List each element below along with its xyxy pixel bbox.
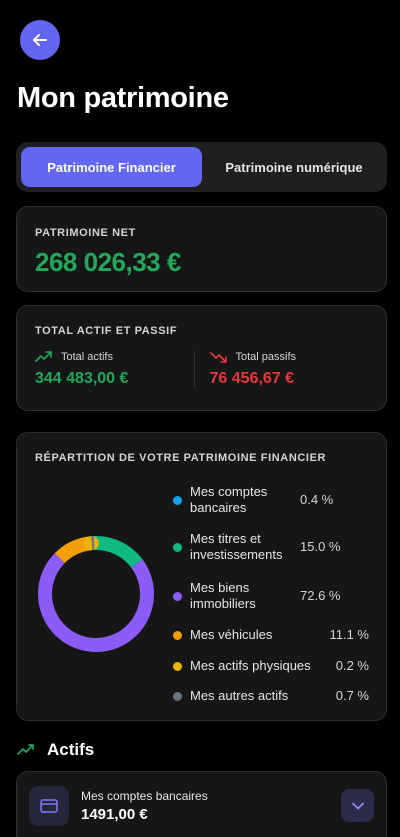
asset-item-value: 1491,00 € xyxy=(81,806,148,823)
asset-item-label: Mes comptes bancaires xyxy=(81,789,208,803)
total-assets-value: 344 483,00 € xyxy=(35,370,129,387)
legend-value: 11.1 % xyxy=(329,627,369,642)
back-button[interactable] xyxy=(20,20,60,60)
trending-up-icon xyxy=(17,744,34,755)
legend-dot xyxy=(173,661,182,671)
net-worth-label: PATRIMOINE NET xyxy=(35,227,136,239)
legend-dot xyxy=(173,495,182,505)
legend-item: Mes biens immobiliers 72.6 % xyxy=(173,580,369,612)
trending-down-icon xyxy=(209,352,227,363)
legend-item: Mes actifs physiques 0.2 % xyxy=(173,658,369,674)
legend-dot xyxy=(173,591,182,601)
assets-section-title: Actifs xyxy=(47,740,95,759)
total-liabilities-label: Total passifs xyxy=(235,351,297,363)
totals-label: TOTAL ACTIF ET PASSIF xyxy=(35,325,178,337)
patrimoine-tabs: Patrimoine Financier Patrimoine numériqu… xyxy=(16,142,387,192)
donut-slice xyxy=(38,553,154,652)
breakdown-label: RÉPARTITION DE VOTRE PATRIMOINE FINANCIE… xyxy=(35,452,327,464)
legend-value: 0.4 % xyxy=(300,492,334,507)
trending-up-icon xyxy=(35,351,52,362)
legend-label: Mes biens immobiliers xyxy=(190,580,256,611)
total-assets: Total actifs 344 483,00 € xyxy=(35,351,194,388)
legend-label: Mes véhicules xyxy=(190,627,273,642)
page-title: Mon patrimoine xyxy=(17,82,229,114)
legend-dot xyxy=(173,542,182,552)
total-assets-label: Total actifs xyxy=(61,351,113,363)
tab-patrimoine-financier[interactable]: Patrimoine Financier xyxy=(21,147,202,187)
legend-item: Mes véhicules 11.1 % xyxy=(173,627,369,643)
expand-button[interactable] xyxy=(341,789,374,822)
net-worth-card: PATRIMOINE NET 268 026,33 € xyxy=(16,206,387,292)
arrow-left-icon xyxy=(33,34,47,46)
breakdown-card: RÉPARTITION DE VOTRE PATRIMOINE FINANCIE… xyxy=(16,432,387,721)
legend-value: 72.6 % xyxy=(300,588,341,603)
legend-value: 15.0 % xyxy=(300,539,341,554)
legend-label: Mes comptes bancaires xyxy=(190,484,268,515)
credit-card-icon xyxy=(29,786,69,826)
total-liabilities-value: 76 456,67 € xyxy=(209,370,295,387)
legend-label: Mes titres et investissements xyxy=(190,531,283,562)
legend-value: 0.2 % xyxy=(335,658,369,673)
donut-slice xyxy=(95,536,143,568)
legend-label: Mes actifs physiques xyxy=(190,658,311,673)
legend-label: Mes autres actifs xyxy=(190,688,289,703)
breakdown-donut-chart xyxy=(38,536,154,652)
legend-dot xyxy=(173,630,182,640)
asset-item-bank-accounts[interactable]: Mes comptes bancaires 1491,00 € xyxy=(16,771,387,837)
tab-patrimoine-numerique[interactable]: Patrimoine numérique xyxy=(225,159,363,175)
totals-card: TOTAL ACTIF ET PASSIF Total actifs 344 4… xyxy=(16,305,387,411)
legend-item: Mes titres et investissements 15.0 % xyxy=(173,531,369,563)
legend-dot xyxy=(173,691,182,701)
net-worth-value: 268 026,33 € xyxy=(35,247,181,277)
total-liabilities: Total passifs 76 456,67 € xyxy=(193,351,369,388)
legend-value: 0.7 % xyxy=(335,688,369,703)
chevron-down-icon xyxy=(351,802,364,809)
legend-item: Mes autres actifs 0.7 % xyxy=(173,688,369,704)
assets-section-header: Actifs xyxy=(17,740,94,760)
legend-item: Mes comptes bancaires 0.4 % xyxy=(173,484,369,516)
